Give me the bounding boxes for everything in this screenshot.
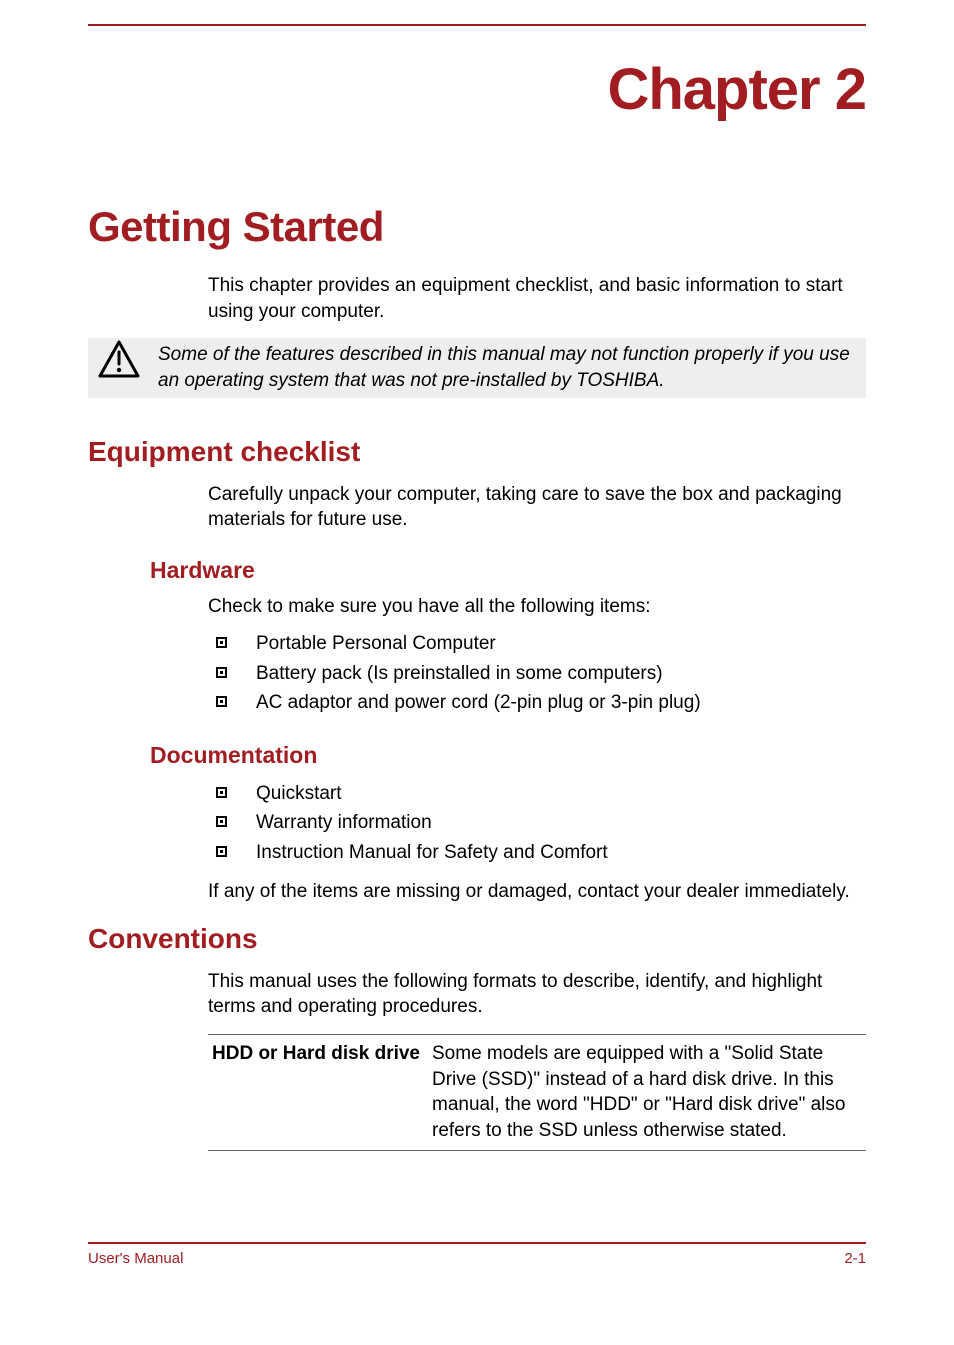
- hardware-list: Portable Personal Computer Battery pack …: [208, 629, 866, 717]
- documentation-list: Quickstart Warranty information Instruct…: [208, 779, 866, 867]
- hardware-intro: Check to make sure you have all the foll…: [208, 594, 866, 620]
- documentation-heading: Documentation: [150, 742, 866, 769]
- footer-left: User's Manual: [88, 1250, 183, 1267]
- documentation-outro: If any of the items are missing or damag…: [208, 879, 866, 905]
- page-footer: User's Manual 2-1: [88, 1242, 866, 1267]
- hardware-heading: Hardware: [150, 557, 866, 584]
- list-item: Quickstart: [208, 779, 866, 808]
- top-rule: [88, 24, 866, 26]
- term-cell: HDD or Hard disk drive: [208, 1035, 428, 1151]
- intro-text: This chapter provides an equipment check…: [208, 273, 866, 324]
- definition-cell: Some models are equipped with a "Solid S…: [428, 1035, 866, 1151]
- list-item: Warranty information: [208, 808, 866, 837]
- warning-icon: [98, 340, 140, 383]
- chapter-label: Chapter 2: [88, 56, 866, 123]
- note-text: Some of the features described in this m…: [158, 338, 866, 397]
- list-item: Instruction Manual for Safety and Comfor…: [208, 838, 866, 867]
- conventions-table: HDD or Hard disk drive Some models are e…: [208, 1034, 866, 1151]
- note-callout: Some of the features described in this m…: [88, 338, 866, 397]
- list-item: Battery pack (Is preinstalled in some co…: [208, 659, 866, 688]
- list-item: Portable Personal Computer: [208, 629, 866, 658]
- list-item: AC adaptor and power cord (2-pin plug or…: [208, 688, 866, 717]
- conventions-heading: Conventions: [88, 923, 866, 955]
- page-title: Getting Started: [88, 203, 866, 251]
- equipment-intro: Carefully unpack your computer, taking c…: [208, 482, 866, 533]
- conventions-intro: This manual uses the following formats t…: [208, 969, 866, 1020]
- table-row: HDD or Hard disk drive Some models are e…: [208, 1035, 866, 1151]
- footer-right: 2-1: [844, 1250, 866, 1267]
- equipment-heading: Equipment checklist: [88, 436, 866, 468]
- page-content: Chapter 2 Getting Started This chapter p…: [0, 0, 954, 1151]
